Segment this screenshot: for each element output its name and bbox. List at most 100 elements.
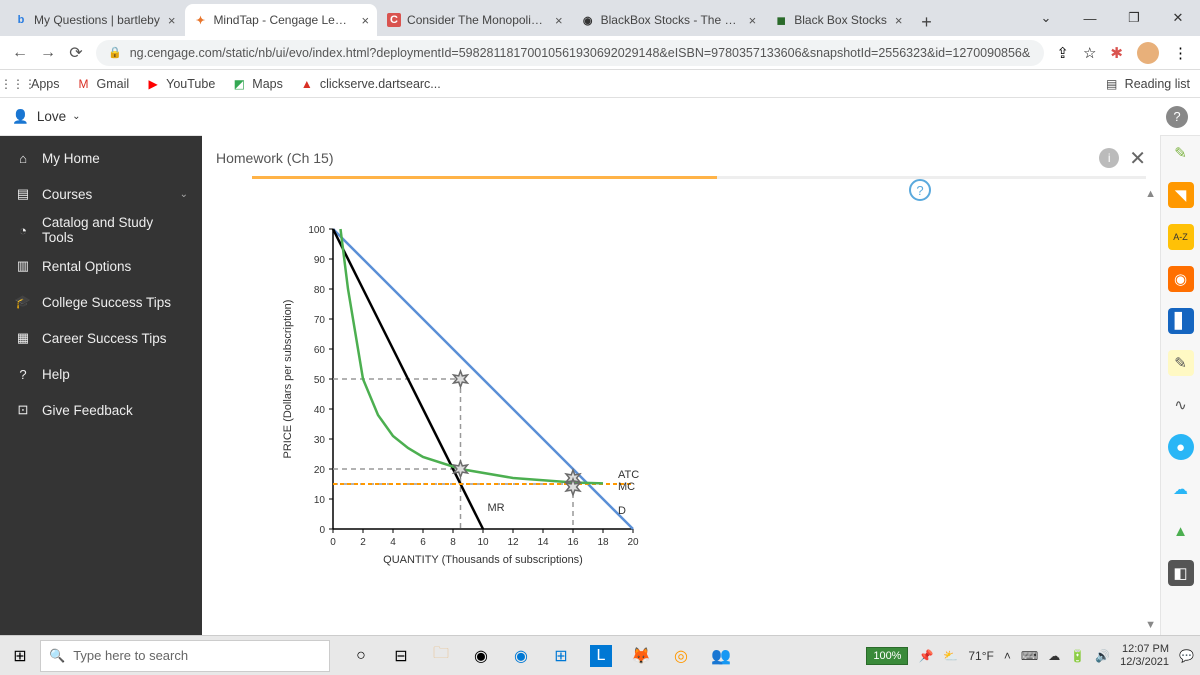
info-icon[interactable]: i (1099, 148, 1119, 168)
chart-container: ? 01020304050607080901000246810121416182… (252, 188, 932, 618)
store-icon[interactable]: ⊞ (550, 645, 572, 667)
svg-text:90: 90 (314, 255, 326, 266)
bookmark-item[interactable]: ◩Maps (231, 76, 283, 92)
svg-text:D: D (618, 505, 626, 517)
page-title: Homework (Ch 15) (216, 150, 333, 166)
minimize-button[interactable]: — (1068, 0, 1112, 36)
svg-text:18: 18 (597, 537, 609, 548)
tab-close-icon[interactable]: × (895, 13, 903, 28)
battery-icon[interactable]: 🔋 (1070, 649, 1085, 663)
profile-avatar[interactable] (1137, 42, 1159, 64)
svg-text:8: 8 (450, 537, 456, 548)
svg-text:16: 16 (567, 537, 579, 548)
sidebar-item[interactable]: ?Help (0, 356, 202, 392)
url-input[interactable]: 🔒 ng.cengage.com/static/nb/ui/evo/index.… (96, 40, 1044, 66)
rail-tool[interactable]: ☁ (1168, 476, 1194, 502)
homework-title-bar: Homework (Ch 15) i ✕ (202, 140, 1160, 176)
taskbar-search[interactable]: 🔍 Type here to search (40, 640, 330, 672)
tool-rail: ✎ ◥ A-Z ◉ ▋ ✎ ∿ ● ☁ ▲ ◧ (1160, 98, 1200, 635)
browser-tab[interactable]: bMy Questions | bartleby× (6, 4, 183, 36)
reload-button[interactable]: ⟳ (62, 43, 90, 63)
rail-tool[interactable]: ◧ (1168, 560, 1194, 586)
search-icon: 🔍 (49, 648, 65, 664)
sidebar-item[interactable]: ▥Rental Options (0, 248, 202, 284)
close-window-button[interactable]: ✕ (1156, 0, 1200, 36)
reading-list-button[interactable]: ▤ Reading list (1104, 76, 1190, 92)
temp-text: 71°F (968, 649, 993, 663)
bookmark-item[interactable]: ▶YouTube (145, 76, 215, 92)
svg-text:20: 20 (627, 537, 639, 548)
url-text: ng.cengage.com/static/nb/ui/evo/index.ht… (130, 46, 1031, 60)
taskview-icon[interactable]: ⊟ (390, 645, 412, 667)
help-button[interactable]: ? (1166, 106, 1188, 128)
extension-icon[interactable]: ✱ (1110, 44, 1123, 62)
rail-tool[interactable]: ▲ (1168, 518, 1194, 544)
new-tab-button[interactable]: + (913, 8, 941, 36)
rail-tool[interactable]: ◥ (1168, 182, 1194, 208)
menu-icon[interactable]: ⋮ (1173, 44, 1188, 62)
tab-close-icon[interactable]: × (361, 13, 369, 28)
chevron-up-icon[interactable]: ˄ (1004, 649, 1011, 663)
sidebar-item[interactable]: ▦Career Success Tips (0, 320, 202, 356)
onedrive-icon[interactable]: ☁ (1048, 649, 1060, 663)
cortana-icon[interactable]: ○ (350, 645, 372, 667)
forward-button[interactable]: → (34, 44, 62, 62)
rail-tool[interactable]: A-Z (1168, 224, 1194, 250)
rail-tool[interactable]: ✎ (1168, 140, 1194, 166)
explorer-icon[interactable]: 🗀 (430, 645, 452, 667)
tab-close-icon[interactable]: × (168, 13, 176, 28)
sidebar-item[interactable]: 🎓College Success Tips (0, 284, 202, 320)
chart-help-button[interactable]: ? (909, 179, 931, 201)
teams-icon[interactable]: 👥 (710, 645, 732, 667)
scroll-down-icon[interactable]: ▼ (1145, 619, 1156, 631)
clock[interactable]: 12:07 PM 12/3/2021 (1120, 643, 1169, 667)
sidebar-item[interactable]: ⊡Give Feedback (0, 392, 202, 428)
rail-tool[interactable]: ∿ (1168, 392, 1194, 418)
chevron-down-icon[interactable]: ⌄ (1024, 0, 1068, 36)
pin-icon[interactable]: 📌 (918, 649, 933, 663)
user-menu[interactable]: 👤 Love ⌄ (0, 98, 202, 136)
rail-tool[interactable]: ● (1168, 434, 1194, 460)
back-button[interactable]: ← (6, 44, 34, 62)
tab-close-icon[interactable]: × (749, 13, 757, 28)
svg-text:100: 100 (308, 225, 325, 236)
svg-text:QUANTITY (Thousands of subscri: QUANTITY (Thousands of subscriptions) (383, 554, 583, 566)
browser-tab[interactable]: ◉BlackBox Stocks - The Most× (573, 4, 765, 36)
app-icon[interactable]: 🦊 (630, 645, 652, 667)
bookmark-item[interactable]: MGmail (76, 76, 130, 92)
svg-text:50: 50 (314, 375, 326, 386)
app-icon[interactable]: ◎ (670, 645, 692, 667)
browser-tab[interactable]: ◼Black Box Stocks× (766, 4, 910, 36)
browser-tab[interactable]: CConsider The Monopolistical× (379, 4, 571, 36)
rail-tool[interactable]: ◉ (1168, 266, 1194, 292)
close-icon[interactable]: ✕ (1129, 146, 1146, 171)
windows-taskbar: ⊞ 🔍 Type here to search ○ ⊟ 🗀 ◉ ◉ ⊞ L 🦊 … (0, 635, 1200, 675)
svg-text:70: 70 (314, 315, 326, 326)
sidebar: ⌂My Home▤Courses⌄◔Catalog and Study Tool… (0, 98, 202, 635)
sidebar-item[interactable]: ⌂My Home (0, 140, 202, 176)
scroll-up-icon[interactable]: ▲ (1145, 188, 1156, 200)
svg-text:10: 10 (314, 495, 326, 506)
svg-text:12: 12 (507, 537, 519, 548)
keyboard-icon[interactable]: ⌨ (1021, 649, 1038, 663)
browser-tab[interactable]: ✦MindTap - Cengage Learning× (185, 4, 377, 36)
sidebar-item[interactable]: ▤Courses⌄ (0, 176, 202, 212)
bookmark-item[interactable]: ⋮⋮⋮Apps (10, 76, 60, 92)
rail-tool[interactable]: ▋ (1168, 308, 1194, 334)
maximize-button[interactable]: ❐ (1112, 0, 1156, 36)
zoom-badge[interactable]: 100% (866, 647, 908, 665)
notifications-icon[interactable]: 💬 (1179, 649, 1194, 663)
sidebar-item[interactable]: ◔Catalog and Study Tools (0, 212, 202, 248)
tab-close-icon[interactable]: × (555, 13, 563, 28)
edge-icon[interactable]: ◉ (510, 645, 532, 667)
bookmark-item[interactable]: ▲clickserve.dartsearc... (299, 76, 441, 92)
share-icon[interactable]: ⇪ (1056, 44, 1069, 62)
rail-tool[interactable]: ✎ (1168, 350, 1194, 376)
volume-icon[interactable]: 🔊 (1095, 649, 1110, 663)
chrome-icon[interactable]: ◉ (470, 645, 492, 667)
start-button[interactable]: ⊞ (0, 646, 40, 666)
lock-icon: 🔒 (108, 46, 122, 59)
app-icon[interactable]: L (590, 645, 612, 667)
star-icon[interactable]: ☆ (1083, 44, 1096, 62)
weather-icon[interactable]: ⛅ (943, 649, 958, 663)
